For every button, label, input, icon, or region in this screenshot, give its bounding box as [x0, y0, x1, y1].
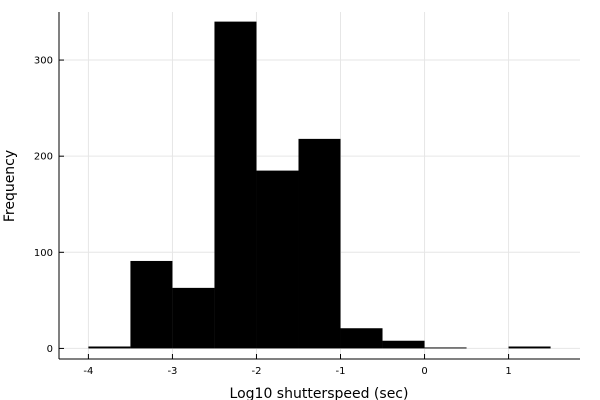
x-tick-label: -4 [83, 366, 93, 377]
histogram-bar [130, 260, 173, 349]
x-tick-label: 1 [505, 366, 511, 377]
histogram-bar [424, 347, 467, 349]
histogram-bar [340, 328, 383, 349]
x-axis-ticks: -4 -3 -2 -1 0 1 [83, 354, 512, 377]
y-tick-label: 100 [34, 248, 53, 259]
x-axis-title: Log10 shutterspeed (sec) [230, 386, 409, 400]
x-tick-label: -1 [336, 366, 346, 377]
x-tick-label: -2 [251, 366, 261, 377]
histogram-bar [214, 21, 257, 349]
y-axis-ticks: 0 100 200 300 [34, 56, 64, 355]
y-tick-label: 300 [34, 56, 53, 67]
histogram-bar [172, 287, 215, 349]
histogram-bars [88, 21, 551, 349]
x-tick-label: -3 [167, 366, 177, 377]
histogram-bar [382, 340, 425, 349]
histogram-bar [256, 170, 299, 349]
y-tick-label: 200 [34, 152, 53, 163]
x-tick-label: 0 [421, 366, 427, 377]
y-tick-label: 0 [47, 344, 53, 355]
histogram-bar [88, 346, 131, 349]
histogram-bar [508, 346, 551, 349]
histogram-bar [298, 138, 341, 349]
y-axis-title: Frequency [2, 150, 18, 222]
axes [58, 12, 580, 360]
